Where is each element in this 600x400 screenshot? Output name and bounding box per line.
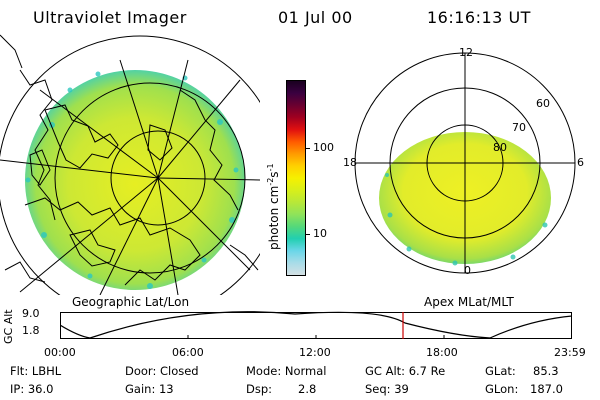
unit-exponent-cm: -2 xyxy=(266,177,275,186)
orbit-x-tick-0600: 06:00 xyxy=(172,346,204,359)
colorbar xyxy=(286,80,306,276)
glon-label: GLon: xyxy=(485,382,519,396)
unit-exponent-s: -1 xyxy=(266,163,275,172)
mlat-label-80: 80 xyxy=(493,141,507,154)
colorbar-unit-label: photon cm-2s-1 xyxy=(266,163,281,250)
coastline-outlines xyxy=(0,34,259,286)
mlat-label-60: 60 xyxy=(536,97,550,110)
polar-caption: Apex MLat/MLT xyxy=(424,295,514,309)
geographic-grid xyxy=(0,35,260,295)
instrument-title: Ultraviolet Imager xyxy=(33,8,187,27)
dsp-value: 2.8 xyxy=(298,382,317,396)
mlt-label-18: 18 xyxy=(343,156,357,169)
orbit-altitude-curve xyxy=(60,311,572,339)
orbit-x-tick-2359: 23:59 xyxy=(554,346,586,359)
orbit-x-ticks xyxy=(187,335,445,339)
colorbar-tick-100 xyxy=(305,148,310,149)
mlt-label-12: 12 xyxy=(459,46,473,59)
geographic-caption: Geographic Lat/Lon xyxy=(72,295,190,309)
ip-status: IP: 36.0 xyxy=(10,382,54,396)
glat-label: GLat: xyxy=(485,364,516,378)
orbit-plot-frame xyxy=(60,312,572,339)
geographic-image-panel xyxy=(0,34,260,295)
mlt-label-6: 6 xyxy=(577,156,584,169)
colorbar-label-100: 100 xyxy=(313,141,334,154)
dsp-label: Dsp: xyxy=(246,382,273,396)
gain-status: Gain: 13 xyxy=(125,382,174,396)
glat-value: 85.3 xyxy=(533,364,559,378)
gc-altitude-status: GC Alt: 6.7 Re xyxy=(365,364,446,378)
mlat-label-70: 70 xyxy=(512,121,526,134)
colorbar-label-10: 10 xyxy=(313,227,327,240)
polar-mlt-panel xyxy=(354,52,576,274)
observation-time: 16:16:13 UT xyxy=(427,8,531,27)
glon-value: 187.0 xyxy=(530,382,563,396)
colorbar-tick-10 xyxy=(305,234,310,235)
auroral-emission-disk xyxy=(25,70,245,290)
mode-status: Mode: Normal xyxy=(246,364,327,378)
unit-photon-cm: photon cm xyxy=(267,185,281,250)
mlt-label-0: 0 xyxy=(464,264,471,277)
orbit-altitude-plot xyxy=(60,311,572,339)
orbit-y-tick-1: 1.8 xyxy=(22,324,40,337)
polar-grid xyxy=(354,52,576,274)
orbit-y-axis-label: GC Alt xyxy=(2,309,15,344)
orbit-x-tick-1200: 12:00 xyxy=(299,346,331,359)
unit-s: s xyxy=(267,171,281,178)
orbit-x-tick-0000: 00:00 xyxy=(44,346,76,359)
orbit-x-tick-1800: 18:00 xyxy=(426,346,458,359)
sequence-status: Seq: 39 xyxy=(365,382,409,396)
observation-date: 01 Jul 00 xyxy=(278,8,353,27)
filter-status: Flt: LBHL xyxy=(10,364,62,378)
colorbar-gradient xyxy=(287,81,305,275)
door-status: Door: Closed xyxy=(125,364,199,378)
orbit-y-tick-9: 9.0 xyxy=(22,307,40,320)
